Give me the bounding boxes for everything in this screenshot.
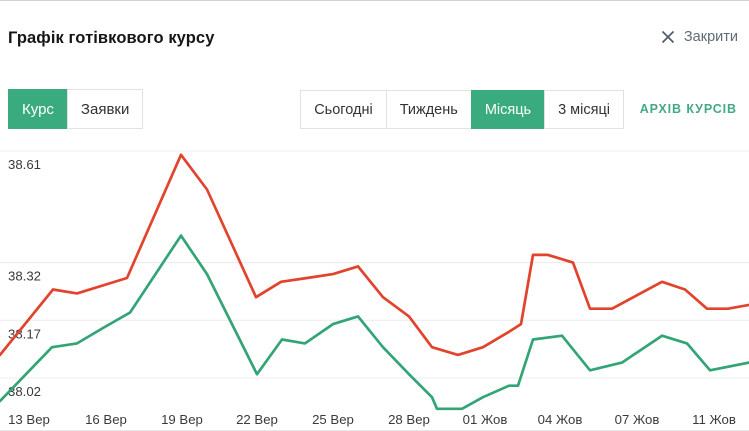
period-today[interactable]: Сьогодні [300, 90, 387, 129]
buy-rate-line [0, 234, 749, 411]
x-axis-label: 28 Вер [388, 412, 430, 427]
x-axis-label: 13 Вер [8, 412, 50, 427]
period-three-months[interactable]: 3 місяці [544, 90, 624, 129]
controls-row: Курс Заявки Сьогодні Тиждень Місяць 3 місяці… [0, 89, 749, 129]
x-axis-label: 01 Жов [463, 412, 508, 427]
x-axis-label: 07 Жов [615, 412, 660, 427]
period-month[interactable]: Місяць [470, 90, 546, 129]
y-axis-label: 38.02 [8, 384, 41, 399]
tab-requests[interactable]: Заявки [66, 89, 144, 129]
period-button-group: Сьогодні Тиждень Місяць 3 місяці [300, 90, 624, 129]
y-axis-label: 38.61 [8, 157, 41, 172]
view-tab-group: Курс Заявки [8, 89, 144, 129]
x-axis-label: 11 Жов [692, 412, 736, 427]
close-button[interactable]: Закрити [661, 29, 738, 45]
x-axis-label: 22 Вер [236, 412, 278, 427]
y-axis-label: 38.17 [8, 326, 41, 341]
close-icon [661, 30, 675, 44]
period-week[interactable]: Тиждень [385, 90, 472, 129]
archive-rates-link[interactable]: АРХІВ КУРСІВ [639, 102, 737, 116]
sell-rate-line [0, 153, 749, 357]
x-axis-label: 04 Жов [538, 412, 583, 427]
page-title: Графік готівкового курсу [8, 29, 215, 47]
x-axis-label: 19 Вер [161, 412, 203, 427]
x-axis-label: 16 Вер [85, 412, 127, 427]
rate-chart: 38.61 38.32 38.17 38.02 13 Вер 16 Вер 19 Вер 22… [0, 141, 749, 430]
close-label: Закрити [683, 29, 738, 45]
tab-rate[interactable]: Курс [8, 89, 68, 129]
x-axis-label: 25 Вер [312, 412, 354, 427]
y-axis-label: 38.32 [8, 269, 41, 284]
